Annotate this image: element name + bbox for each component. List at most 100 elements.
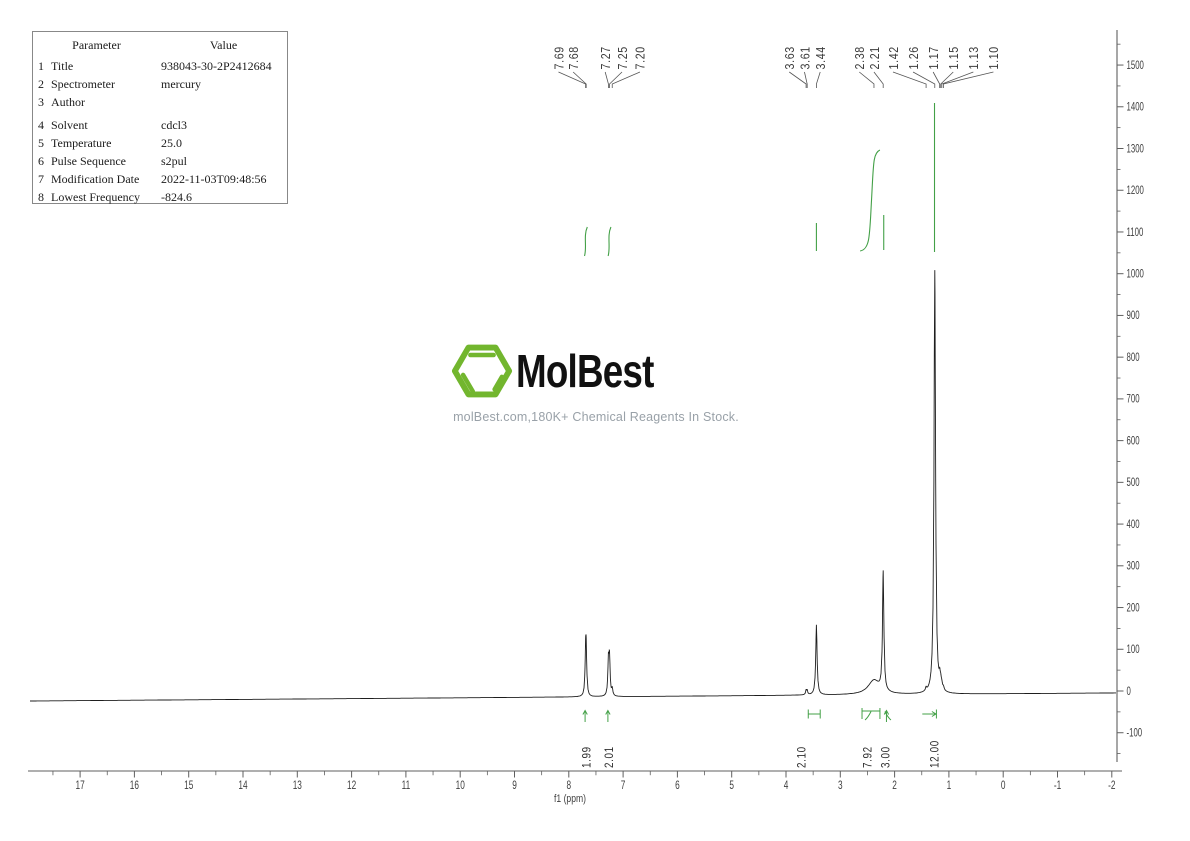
- integral-curve: [859, 149, 881, 252]
- x-axis-tick-label: 5: [729, 780, 734, 793]
- parameter-row: 4 Solvent cdcl3: [33, 116, 287, 134]
- peak-label-leader: [859, 71, 875, 88]
- peak-label-leader: [804, 71, 808, 88]
- parameter-name: Modification Date: [51, 172, 140, 186]
- parameter-value: cdcl3: [161, 118, 187, 132]
- parameter-name: Spectrometer: [51, 77, 115, 91]
- peak-label-leader: [873, 71, 884, 88]
- logo-tagline: molBest.com,180K+ Chemical Reagents In S…: [453, 410, 739, 424]
- peak-label-leader: [943, 71, 994, 88]
- x-axis-tick-label: 12: [347, 780, 357, 793]
- x-axis-tick-label: 8: [566, 780, 571, 793]
- integral-value-label: 7.92: [862, 746, 875, 768]
- peak-label-leader: [789, 71, 807, 88]
- integral-marker-arrowhead: [883, 709, 890, 715]
- parameter-name: Temperature: [51, 136, 112, 150]
- x-axis-tick-label: 7: [621, 780, 626, 793]
- spectrum-trace: [30, 270, 1116, 702]
- parameter-value: -824.6: [161, 190, 192, 204]
- x-axis-tick-label: 13: [293, 780, 303, 793]
- integral-value-label: 1.99: [581, 746, 594, 768]
- parameter-name: Pulse Sequence: [51, 154, 126, 168]
- benzene-hexagon-icon: [451, 344, 513, 398]
- peak-label: 1.15: [947, 46, 961, 69]
- x-axis-tick-label: 17: [75, 780, 85, 793]
- parameter-value: s2pul: [161, 154, 188, 168]
- y-axis-tick-label: 700: [1127, 393, 1140, 406]
- value-column-header: Value: [209, 38, 238, 52]
- parameter-index: 7: [38, 172, 44, 186]
- peak-label-leader: [604, 71, 609, 88]
- parameter-index: 5: [38, 136, 44, 150]
- parameter-name: Lowest Frequency: [51, 190, 140, 204]
- y-axis-tick-label: 900: [1127, 310, 1140, 323]
- peak-label-leader: [611, 71, 641, 88]
- peak-label: 3.63: [783, 46, 797, 69]
- y-axis-tick-label: -100: [1127, 727, 1143, 740]
- peak-label: 2.21: [868, 46, 882, 69]
- y-axis-tick-label: 1500: [1127, 59, 1145, 72]
- parameter-index: 8: [38, 190, 44, 204]
- integral-value-label: 2.01: [603, 746, 616, 768]
- peak-label-leader: [912, 71, 936, 88]
- peak-label: 7.27: [599, 46, 613, 69]
- parameter-row: 5 Temperature 25.0: [33, 134, 287, 152]
- x-axis-tick-label: 15: [184, 780, 194, 793]
- parameter-column-header: Parameter: [72, 38, 121, 52]
- x-axis-tick-label: 11: [402, 780, 411, 793]
- x-axis-tick-label: 10: [456, 780, 466, 793]
- peak-label: 7.25: [616, 46, 630, 69]
- peak-label-leader: [940, 71, 954, 88]
- integral-curve: [583, 226, 588, 257]
- parameter-value: 25.0: [161, 136, 182, 150]
- x-axis-tick-label: 9: [512, 780, 517, 793]
- x-axis-tick-label: 2: [892, 780, 897, 793]
- y-axis-tick-label: 1400: [1127, 101, 1145, 114]
- peak-label: 3.61: [798, 46, 812, 69]
- x-axis-tick-label: 14: [238, 780, 248, 793]
- peak-label: 1.10: [987, 46, 1001, 69]
- peak-label: 1.42: [887, 46, 901, 69]
- peak-label: 7.20: [634, 46, 648, 69]
- parameter-index: 4: [38, 118, 44, 132]
- y-axis-tick-label: 1000: [1127, 268, 1145, 281]
- peak-label-leader: [572, 71, 587, 88]
- parameter-value: 938043-30-2P2412684: [161, 59, 272, 73]
- y-axis-tick-label: 200: [1127, 602, 1140, 615]
- peak-label: 1.13: [967, 46, 981, 69]
- peak-label: 7.68: [567, 46, 581, 69]
- integral-marker-arrowhead: [931, 711, 937, 717]
- parameter-index: 2: [38, 77, 44, 91]
- parameter-value: 2022-11-03T09:48:56: [161, 172, 267, 186]
- peak-label: 1.26: [907, 46, 921, 69]
- integral-curve: [607, 226, 612, 257]
- y-axis-tick-label: 600: [1127, 435, 1140, 448]
- peak-label-leader: [941, 71, 974, 88]
- peak-label: 7.69: [553, 46, 567, 69]
- y-axis-tick-label: 500: [1127, 477, 1140, 490]
- parameter-name: Author: [51, 95, 85, 109]
- parameter-row: 3 Author: [33, 93, 287, 111]
- parameter-name: Title: [51, 59, 74, 73]
- logo-wordmark: MolBest: [516, 345, 654, 397]
- x-axis-tick-label: 16: [130, 780, 140, 793]
- y-axis-tick-label: 300: [1127, 560, 1140, 573]
- integral-marker-arrowhead: [605, 709, 611, 715]
- x-axis-title: f1 (ppm): [554, 793, 586, 805]
- peak-label-leader: [892, 71, 927, 88]
- integral-value-label: 12.00: [929, 740, 942, 768]
- y-axis-tick-label: 1300: [1127, 143, 1145, 156]
- x-axis-tick-label: -2: [1108, 780, 1116, 793]
- parameter-name: Solvent: [51, 118, 88, 132]
- y-axis-tick-label: 400: [1127, 519, 1140, 532]
- peak-label-leader: [816, 71, 821, 88]
- parameter-index: 3: [38, 95, 44, 109]
- x-axis-tick-label: 4: [784, 780, 789, 793]
- y-axis-tick-label: 1100: [1127, 226, 1144, 239]
- parameter-index: 1: [38, 59, 44, 73]
- parameter-table-rows: 1 Title 938043-30-2P2412684 2 Spectrometer me…: [33, 55, 287, 206]
- x-axis-tick-label: -1: [1054, 780, 1062, 793]
- x-axis-tick-label: 6: [675, 780, 680, 793]
- parameter-row: 7 Modification Date 2022-11-03T09:48:56: [33, 170, 287, 188]
